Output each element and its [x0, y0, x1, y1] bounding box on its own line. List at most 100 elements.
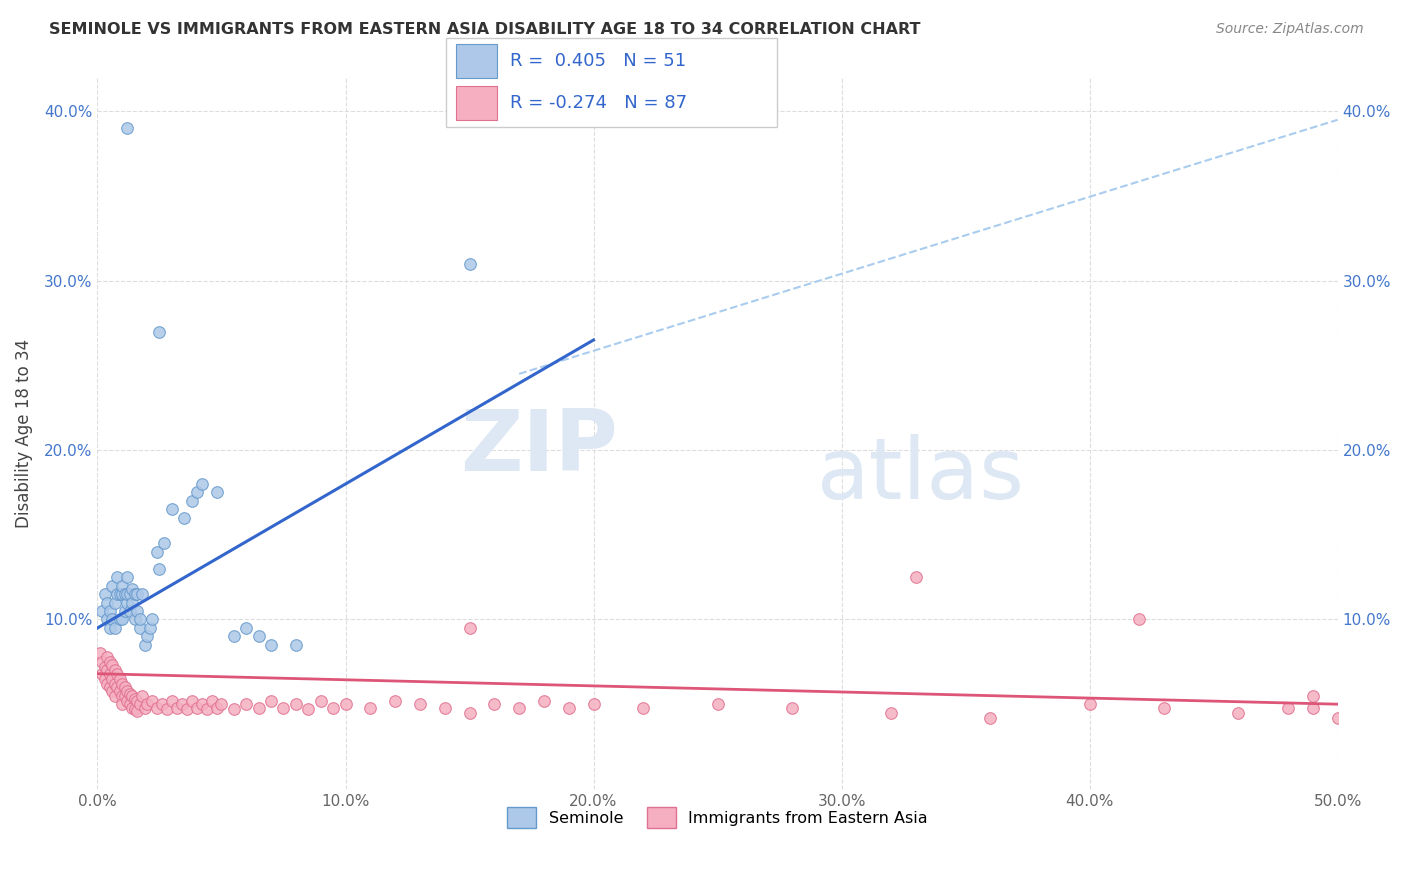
Point [104, 621, 127, 635]
Point [458, 257, 481, 271]
Point [111, 579, 134, 593]
Point [104, 677, 127, 691]
Point [96, 595, 118, 609]
Point [104, 689, 127, 703]
Point [186, 485, 208, 500]
Point [235, 621, 257, 635]
Point [124, 692, 146, 706]
Point [1277, 700, 1299, 714]
Point [101, 579, 124, 593]
Point [134, 638, 156, 652]
Text: R = -0.274   N = 87: R = -0.274 N = 87 [510, 95, 688, 112]
Point [160, 694, 183, 708]
Point [322, 700, 344, 714]
Point [136, 629, 159, 643]
Point [134, 700, 156, 714]
Point [108, 683, 131, 698]
Point [1153, 700, 1175, 714]
Point [631, 700, 654, 714]
Point [108, 672, 131, 686]
Point [180, 694, 202, 708]
Point [222, 702, 245, 716]
Point [186, 700, 208, 714]
Point [247, 700, 270, 714]
Point [104, 663, 127, 677]
Point [115, 121, 138, 136]
Point [121, 700, 143, 714]
Point [121, 689, 143, 703]
Point [96, 663, 118, 677]
Point [533, 694, 555, 708]
Point [89, 646, 111, 660]
Point [211, 697, 233, 711]
Point [1326, 711, 1348, 725]
Point [127, 587, 149, 601]
Point [1302, 700, 1324, 714]
Point [146, 545, 169, 559]
Point [131, 587, 153, 601]
Point [115, 595, 138, 609]
Point [101, 683, 124, 698]
Text: SEMINOLE VS IMMIGRANTS FROM EASTERN ASIA DISABILITY AGE 18 TO 34 CORRELATION CHA: SEMINOLE VS IMMIGRANTS FROM EASTERN ASIA… [49, 22, 921, 37]
Point [433, 700, 456, 714]
Point [98, 621, 121, 635]
FancyBboxPatch shape [446, 37, 778, 128]
Text: R =  0.405   N = 51: R = 0.405 N = 51 [510, 52, 686, 70]
Point [121, 595, 143, 609]
Point [118, 687, 141, 701]
Point [131, 689, 153, 703]
Point [904, 570, 927, 584]
Point [1227, 706, 1250, 720]
Point [115, 683, 138, 698]
Point [101, 658, 124, 673]
Point [127, 704, 149, 718]
Point [96, 612, 118, 626]
Point [284, 697, 307, 711]
Text: atlas: atlas [817, 434, 1025, 517]
Point [127, 694, 149, 708]
Point [1128, 612, 1150, 626]
Point [148, 325, 170, 339]
Point [180, 494, 202, 508]
Point [94, 660, 117, 674]
Point [205, 700, 228, 714]
Point [111, 689, 134, 703]
Point [124, 702, 146, 716]
Point [141, 612, 163, 626]
Point [121, 582, 143, 596]
Point [105, 587, 128, 601]
Point [98, 604, 121, 618]
Point [176, 702, 198, 716]
Point [780, 700, 803, 714]
Point [582, 697, 605, 711]
Point [160, 502, 183, 516]
Point [108, 612, 131, 626]
Point [105, 666, 128, 681]
Point [150, 697, 173, 711]
Point [458, 621, 481, 635]
Point [114, 587, 136, 601]
Point [1078, 697, 1101, 711]
Point [98, 655, 121, 669]
Point [138, 621, 160, 635]
Point [101, 612, 124, 626]
Point [309, 694, 332, 708]
Point [136, 697, 159, 711]
Point [1302, 689, 1324, 703]
Point [98, 680, 121, 694]
Bar [457, 87, 496, 120]
Point [205, 485, 228, 500]
Point [128, 612, 150, 626]
Y-axis label: Disability Age 18 to 34: Disability Age 18 to 34 [15, 339, 32, 528]
Point [260, 638, 283, 652]
Point [235, 697, 257, 711]
Point [91, 666, 114, 681]
Point [108, 587, 131, 601]
Point [200, 694, 222, 708]
Point [335, 697, 357, 711]
Point [114, 604, 136, 618]
Point [273, 700, 295, 714]
Point [111, 697, 134, 711]
Point [195, 702, 218, 716]
Point [94, 672, 117, 686]
